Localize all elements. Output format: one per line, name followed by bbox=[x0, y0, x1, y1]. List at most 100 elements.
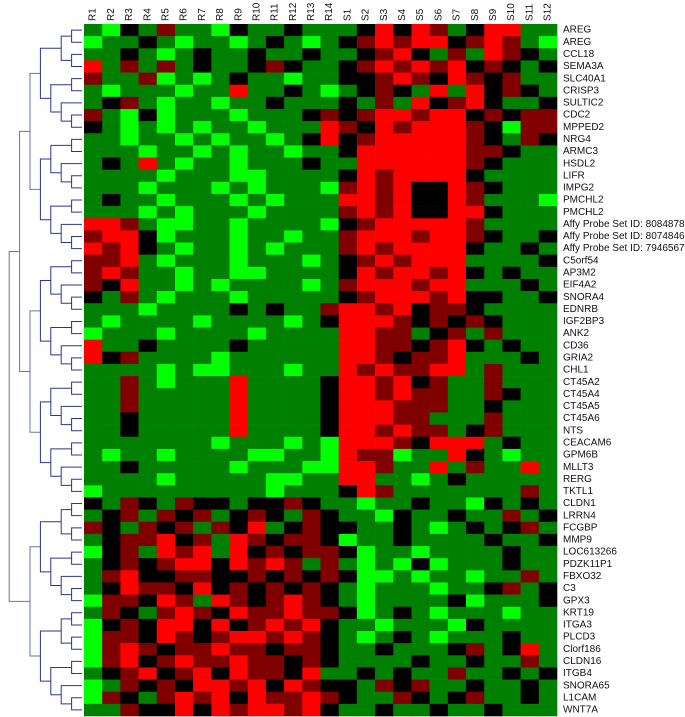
heatmap-cell bbox=[265, 509, 285, 523]
heatmap-cell bbox=[484, 254, 503, 268]
heatmap-cell bbox=[193, 509, 212, 523]
heatmap-cell bbox=[265, 181, 285, 195]
heatmap-cell bbox=[356, 327, 376, 340]
heatmap-cell bbox=[393, 400, 412, 413]
heatmap-cell bbox=[393, 84, 412, 98]
heatmap-cell bbox=[138, 157, 158, 170]
heatmap-cell bbox=[211, 108, 230, 122]
heatmap-cell bbox=[193, 339, 212, 353]
heatmap-cell bbox=[429, 631, 449, 644]
heatmap-cell bbox=[229, 436, 249, 450]
heatmap-cell bbox=[193, 363, 212, 377]
heatmap-cell bbox=[356, 96, 376, 110]
heatmap-cell bbox=[174, 48, 194, 61]
heatmap-cell bbox=[193, 618, 212, 632]
heatmap-cell bbox=[393, 655, 412, 668]
heatmap-cell bbox=[520, 108, 540, 122]
heatmap-cell bbox=[247, 254, 267, 268]
heatmap-cell bbox=[393, 412, 412, 425]
heatmap-cell bbox=[284, 618, 303, 632]
heatmap-cell bbox=[520, 376, 540, 389]
heatmap-cell bbox=[138, 193, 158, 207]
heatmap-cell bbox=[265, 533, 285, 547]
heatmap-cell bbox=[393, 303, 412, 316]
heatmap-cell bbox=[211, 473, 230, 486]
heatmap-cell bbox=[338, 388, 358, 401]
heatmap-cell bbox=[447, 121, 467, 134]
heatmap-cell bbox=[411, 691, 430, 705]
heatmap-cell bbox=[102, 278, 121, 292]
heatmap-cell bbox=[466, 242, 485, 255]
heatmap-cell bbox=[356, 558, 376, 571]
heatmap-cell bbox=[338, 230, 358, 243]
heatmap-cell bbox=[484, 606, 503, 620]
heatmap-cell bbox=[84, 412, 103, 425]
heatmap-cell bbox=[429, 582, 449, 595]
column-label: S8 bbox=[470, 8, 481, 21]
heatmap-cell bbox=[229, 521, 249, 535]
heatmap-cell bbox=[375, 497, 394, 510]
heatmap-cell bbox=[520, 254, 540, 268]
heatmap-cell bbox=[302, 679, 321, 693]
heatmap-cell bbox=[193, 303, 212, 316]
heatmap-cell bbox=[320, 679, 339, 693]
heatmap-cell bbox=[375, 108, 394, 122]
heatmap-cell bbox=[320, 351, 339, 365]
heatmap-cell bbox=[393, 618, 412, 632]
heatmap-cell bbox=[284, 363, 303, 377]
heatmap-cell bbox=[502, 24, 521, 37]
heatmap-cell bbox=[393, 206, 412, 219]
heatmap-cell bbox=[156, 363, 176, 377]
heatmap-cell bbox=[338, 618, 358, 632]
heatmap-cell bbox=[356, 521, 376, 535]
heatmap-cell bbox=[520, 691, 540, 705]
heatmap-cell bbox=[338, 315, 358, 328]
heatmap-cell bbox=[484, 533, 503, 547]
heatmap-cell bbox=[84, 218, 103, 231]
heatmap-cell bbox=[211, 461, 230, 474]
heatmap-cell bbox=[247, 448, 267, 462]
heatmap-cell bbox=[320, 667, 339, 680]
heatmap-cell bbox=[284, 206, 303, 219]
heatmap-cell bbox=[156, 424, 176, 438]
heatmap-cell bbox=[520, 24, 540, 37]
heatmap-cell bbox=[120, 108, 139, 122]
heatmap-cell bbox=[265, 655, 285, 668]
row-label: ITGB4 bbox=[563, 668, 592, 679]
heatmap-cell bbox=[229, 303, 249, 316]
heatmap-cell bbox=[338, 436, 358, 450]
heatmap-cell bbox=[466, 448, 485, 462]
heatmap-cell bbox=[502, 703, 521, 717]
dendrogram-branch bbox=[60, 509, 72, 535]
heatmap-cell bbox=[356, 48, 376, 61]
heatmap-cell bbox=[265, 667, 285, 680]
heatmap-cell bbox=[538, 133, 558, 146]
heatmap-cell bbox=[247, 24, 267, 37]
heatmap-cell bbox=[174, 631, 194, 644]
heatmap-cell bbox=[193, 436, 212, 450]
heatmap-cell bbox=[302, 193, 321, 207]
heatmap-cell bbox=[338, 594, 358, 608]
heatmap-cell bbox=[265, 339, 285, 353]
heatmap-cell bbox=[356, 206, 376, 219]
heatmap-cell bbox=[320, 703, 339, 717]
heatmap-cell bbox=[320, 473, 339, 486]
dendrogram-branch bbox=[71, 296, 82, 310]
heatmap-cell bbox=[211, 24, 230, 37]
row-label: GPM6B bbox=[563, 450, 598, 461]
heatmap-cell bbox=[466, 400, 485, 413]
row-label: ARMC3 bbox=[563, 146, 598, 157]
row-label: MPPED2 bbox=[563, 122, 605, 133]
heatmap-cell bbox=[356, 618, 376, 632]
heatmap-cell bbox=[156, 266, 176, 280]
heatmap-cell bbox=[338, 667, 358, 680]
heatmap-cell bbox=[429, 473, 449, 486]
heatmap-cell bbox=[156, 691, 176, 705]
heatmap-cell bbox=[84, 108, 103, 122]
heatmap-cell bbox=[120, 121, 139, 134]
heatmap-cell bbox=[229, 631, 249, 644]
heatmap-cell bbox=[447, 546, 467, 559]
heatmap-cell bbox=[429, 594, 449, 608]
heatmap-cell bbox=[429, 388, 449, 401]
heatmap-cell bbox=[447, 339, 467, 353]
